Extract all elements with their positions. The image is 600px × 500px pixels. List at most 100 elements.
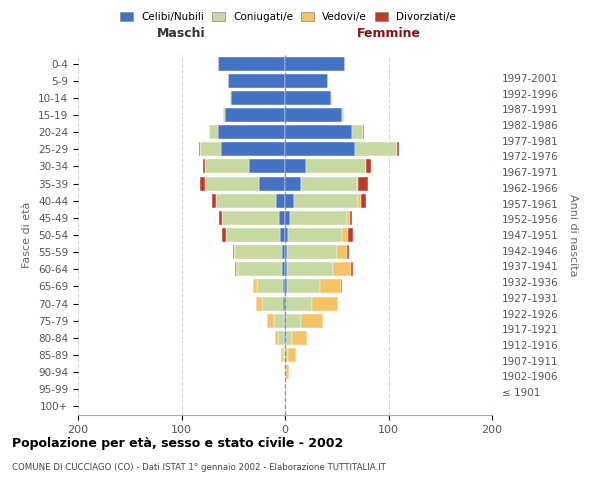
Bar bbox=[284, 314, 285, 328]
Bar bbox=[285, 245, 287, 259]
Bar bbox=[312, 296, 338, 310]
Legend: Celibi/Nubili, Coniugati/e, Vedovi/e, Divorziati/e: Celibi/Nubili, Coniugati/e, Vedovi/e, Di… bbox=[116, 8, 460, 26]
Bar bbox=[282, 262, 285, 276]
Bar bbox=[238, 262, 282, 276]
Bar bbox=[200, 142, 221, 156]
Bar bbox=[284, 331, 285, 345]
Bar bbox=[235, 262, 236, 276]
Text: Maschi: Maschi bbox=[157, 26, 206, 40]
Bar bbox=[205, 160, 249, 173]
Bar bbox=[352, 125, 362, 139]
Bar bbox=[257, 280, 283, 293]
Bar bbox=[347, 211, 350, 225]
Bar bbox=[285, 176, 301, 190]
Bar bbox=[253, 280, 257, 293]
Bar bbox=[361, 194, 366, 207]
Bar bbox=[221, 142, 285, 156]
Bar bbox=[280, 228, 285, 242]
Y-axis label: Fasce di età: Fasce di età bbox=[22, 202, 32, 268]
Bar bbox=[199, 142, 200, 156]
Bar bbox=[282, 245, 285, 259]
Bar bbox=[225, 108, 285, 122]
Bar bbox=[287, 280, 320, 293]
Bar bbox=[320, 280, 341, 293]
Bar bbox=[275, 331, 278, 345]
Bar bbox=[283, 348, 285, 362]
Bar bbox=[292, 331, 307, 345]
Text: Popolazione per età, sesso e stato civile - 2002: Popolazione per età, sesso e stato civil… bbox=[12, 438, 343, 450]
Bar bbox=[281, 348, 283, 362]
Bar bbox=[249, 160, 285, 173]
Bar bbox=[286, 314, 301, 328]
Bar bbox=[219, 211, 222, 225]
Bar bbox=[268, 314, 274, 328]
Bar bbox=[285, 280, 287, 293]
Bar bbox=[342, 228, 348, 242]
Bar bbox=[222, 228, 226, 242]
Bar bbox=[287, 262, 332, 276]
Bar bbox=[234, 245, 235, 259]
Bar bbox=[288, 348, 296, 362]
Bar bbox=[215, 194, 275, 207]
Bar bbox=[285, 56, 345, 70]
Bar bbox=[347, 245, 349, 259]
Bar bbox=[341, 280, 342, 293]
Bar bbox=[209, 125, 218, 139]
Bar bbox=[285, 348, 288, 362]
Bar bbox=[337, 245, 347, 259]
Bar bbox=[362, 125, 364, 139]
Y-axis label: Anni di nascita: Anni di nascita bbox=[568, 194, 578, 276]
Bar bbox=[285, 125, 352, 139]
Bar bbox=[200, 176, 205, 190]
Bar bbox=[285, 211, 290, 225]
Bar bbox=[203, 160, 205, 173]
Bar bbox=[230, 91, 231, 105]
Bar bbox=[285, 365, 286, 379]
Bar bbox=[286, 331, 292, 345]
Bar bbox=[290, 211, 347, 225]
Text: COMUNE DI CUCCIAGO (CO) - Dati ISTAT 1° gennaio 2002 - Elaborazione TUTTITALIA.I: COMUNE DI CUCCIAGO (CO) - Dati ISTAT 1° … bbox=[12, 462, 386, 471]
Bar bbox=[287, 245, 337, 259]
Bar bbox=[358, 194, 361, 207]
Bar bbox=[331, 91, 332, 105]
Bar bbox=[288, 228, 342, 242]
Bar bbox=[358, 176, 368, 190]
Bar bbox=[285, 74, 328, 88]
Bar bbox=[348, 228, 353, 242]
Bar bbox=[285, 142, 355, 156]
Bar bbox=[306, 160, 366, 173]
Bar bbox=[278, 331, 284, 345]
Bar bbox=[286, 365, 289, 379]
Bar bbox=[226, 228, 280, 242]
Bar bbox=[262, 296, 283, 310]
Bar bbox=[285, 314, 286, 328]
Bar bbox=[205, 176, 259, 190]
Bar bbox=[351, 262, 353, 276]
Bar bbox=[222, 211, 279, 225]
Bar bbox=[283, 280, 285, 293]
Bar bbox=[342, 108, 344, 122]
Bar bbox=[286, 296, 312, 310]
Bar bbox=[285, 262, 287, 276]
Bar bbox=[212, 194, 215, 207]
Bar bbox=[218, 56, 285, 70]
Bar bbox=[285, 91, 331, 105]
Bar bbox=[279, 211, 285, 225]
Bar bbox=[285, 228, 288, 242]
Bar bbox=[355, 142, 397, 156]
Bar bbox=[231, 91, 285, 105]
Bar bbox=[236, 262, 238, 276]
Text: Femmine: Femmine bbox=[356, 26, 421, 40]
Bar bbox=[285, 194, 295, 207]
Bar bbox=[223, 108, 225, 122]
Bar bbox=[366, 160, 371, 173]
Bar bbox=[274, 314, 284, 328]
Bar bbox=[233, 245, 234, 259]
Bar bbox=[259, 176, 285, 190]
Bar bbox=[256, 296, 262, 310]
Bar bbox=[285, 108, 342, 122]
Bar bbox=[295, 194, 358, 207]
Bar bbox=[283, 296, 285, 310]
Bar bbox=[350, 211, 352, 225]
Bar bbox=[301, 314, 323, 328]
